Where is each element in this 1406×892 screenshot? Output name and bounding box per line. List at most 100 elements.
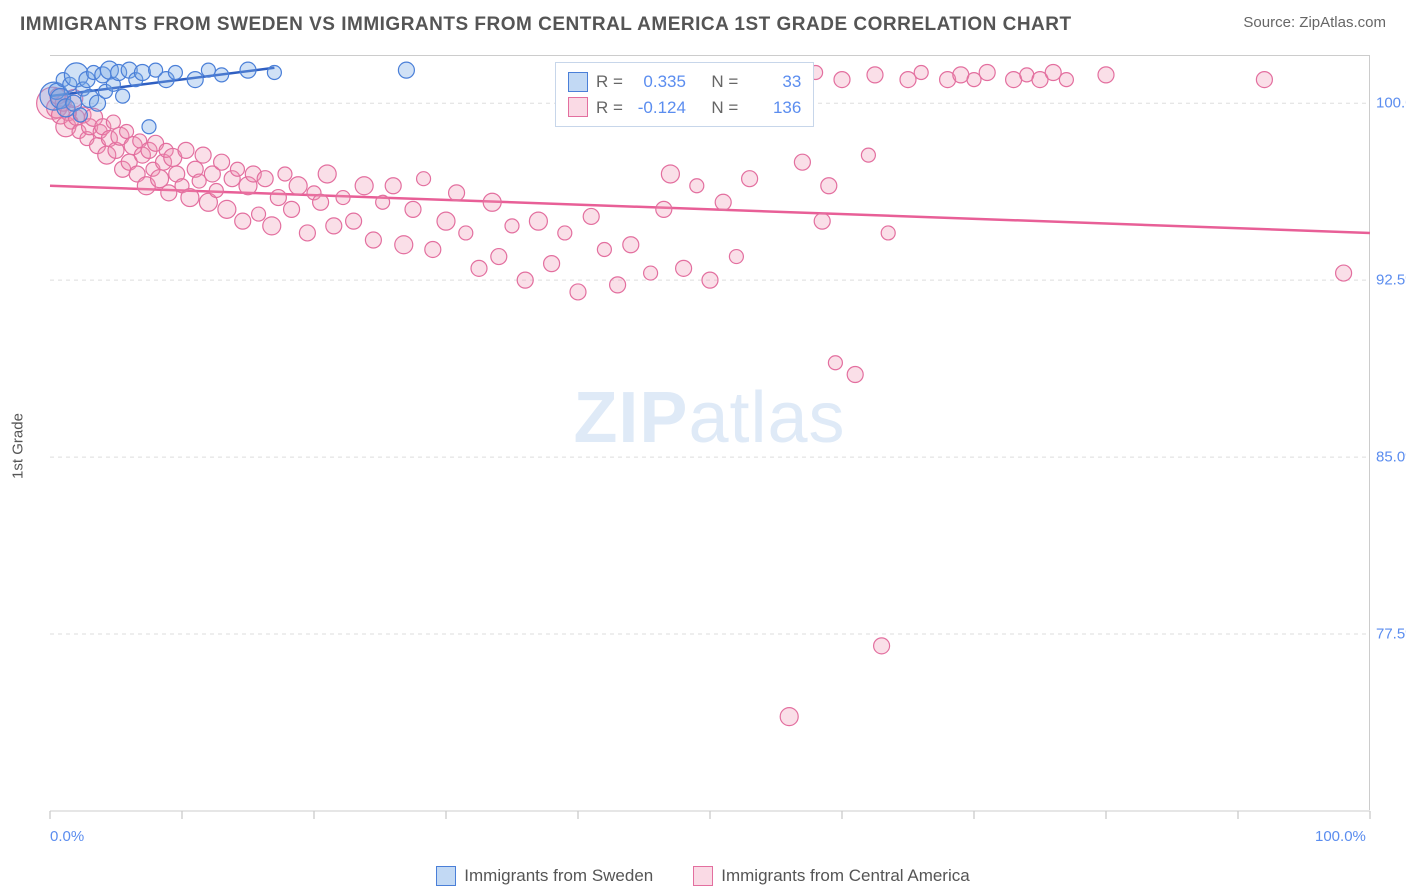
scatter-point (215, 68, 229, 82)
scatter-point (610, 277, 626, 293)
scatter-point (187, 72, 203, 88)
y-tick-label: 77.5% (1376, 626, 1406, 643)
stats-row: R =-0.124 N =136 (568, 95, 801, 121)
scatter-point (346, 213, 362, 229)
chart-title: IMMIGRANTS FROM SWEDEN VS IMMIGRANTS FRO… (20, 14, 1072, 36)
scatter-point (318, 165, 336, 183)
scatter-point (355, 177, 373, 195)
scatter-point (417, 172, 431, 186)
source-value: ZipAtlas.com (1299, 14, 1386, 31)
scatter-point (385, 178, 401, 194)
scatter-point (326, 218, 342, 234)
scatter-point (230, 162, 244, 176)
scatter-point (1045, 65, 1061, 81)
scatter-point (336, 191, 350, 205)
scatter-point (1098, 67, 1114, 83)
scatter-point (161, 185, 177, 201)
y-axis-label: 1st Grade (10, 413, 27, 479)
scatter-point (257, 171, 273, 187)
scatter-point (181, 189, 199, 207)
legend-swatch (436, 866, 456, 886)
scatter-point (134, 65, 150, 81)
scatter-point (729, 250, 743, 264)
scatter-point (405, 201, 421, 217)
scatter-point (676, 260, 692, 276)
scatter-point (834, 72, 850, 88)
scatter-point (1006, 72, 1022, 88)
scatter-point (252, 207, 266, 221)
scatter-point (780, 708, 798, 726)
scatter-point (979, 65, 995, 81)
scatter-point (459, 226, 473, 240)
y-tick-label: 100.0% (1376, 95, 1406, 112)
scatter-point (558, 226, 572, 240)
y-tick-label: 85.0% (1376, 449, 1406, 466)
scatter-point (376, 195, 390, 209)
scatter-point (214, 154, 230, 170)
scatter-point (263, 217, 281, 235)
scatter-point (1256, 72, 1272, 88)
x-tick-label: 100.0% (1315, 828, 1366, 845)
scatter-point (483, 193, 501, 211)
scatter-point (644, 266, 658, 280)
scatter-point (209, 183, 223, 197)
source-label: Source: (1243, 14, 1299, 31)
stat-r-label: R = (596, 69, 623, 95)
scatter-point (142, 120, 156, 134)
legend-label: Immigrants from Sweden (464, 866, 653, 886)
scatter-point (395, 236, 413, 254)
scatter-point (168, 66, 182, 80)
stat-r-value: 0.335 (631, 69, 686, 95)
scatter-point (284, 201, 300, 217)
x-tick-label: 0.0% (50, 828, 84, 845)
chart-plot-area: ZIPatlas 77.5%85.0%92.5%100.0% (50, 55, 1370, 810)
scatter-point (437, 212, 455, 230)
scatter-point (544, 256, 560, 272)
scatter-point (73, 108, 87, 122)
stat-n-label: N = (711, 69, 738, 95)
stat-n-value: 136 (746, 95, 801, 121)
scatter-point (597, 242, 611, 256)
scatter-point (505, 219, 519, 233)
scatter-point (953, 67, 969, 83)
legend-swatch (568, 72, 588, 92)
legend-swatch (693, 866, 713, 886)
scatter-point (235, 213, 251, 229)
scatter-point (491, 249, 507, 265)
legend-item: Immigrants from Sweden (436, 866, 653, 886)
scatter-point (900, 72, 916, 88)
scatter-point (874, 638, 890, 654)
scatter-point (690, 179, 704, 193)
scatter-point (570, 284, 586, 300)
chart-svg (50, 56, 1369, 810)
scatter-point (867, 67, 883, 83)
scatter-point (517, 272, 533, 288)
scatter-point (240, 62, 256, 78)
scatter-point (218, 200, 236, 218)
scatter-point (195, 147, 211, 163)
scatter-point (278, 167, 292, 181)
stat-r-value: -0.124 (631, 95, 686, 121)
scatter-point (702, 272, 718, 288)
scatter-point (1336, 265, 1352, 281)
scatter-point (201, 63, 215, 77)
source-attribution: Source: ZipAtlas.com (1243, 14, 1386, 31)
stat-n-label: N = (711, 95, 738, 121)
scatter-point (656, 201, 672, 217)
correlation-stats-box: R = 0.335 N = 33R = -0.124 N = 136 (555, 62, 814, 127)
scatter-point (881, 226, 895, 240)
stats-row: R = 0.335 N = 33 (568, 69, 801, 95)
stat-n-value: 33 (746, 69, 801, 95)
scatter-point (828, 356, 842, 370)
scatter-point (178, 142, 194, 158)
scatter-point (267, 66, 281, 80)
bottom-legend: Immigrants from Sweden Immigrants from Ce… (0, 866, 1406, 886)
scatter-point (471, 260, 487, 276)
scatter-point (365, 232, 381, 248)
legend-label: Immigrants from Central America (721, 866, 969, 886)
scatter-point (1059, 73, 1073, 87)
scatter-point (313, 194, 329, 210)
scatter-point (299, 225, 315, 241)
scatter-point (529, 212, 547, 230)
scatter-point (270, 190, 286, 206)
